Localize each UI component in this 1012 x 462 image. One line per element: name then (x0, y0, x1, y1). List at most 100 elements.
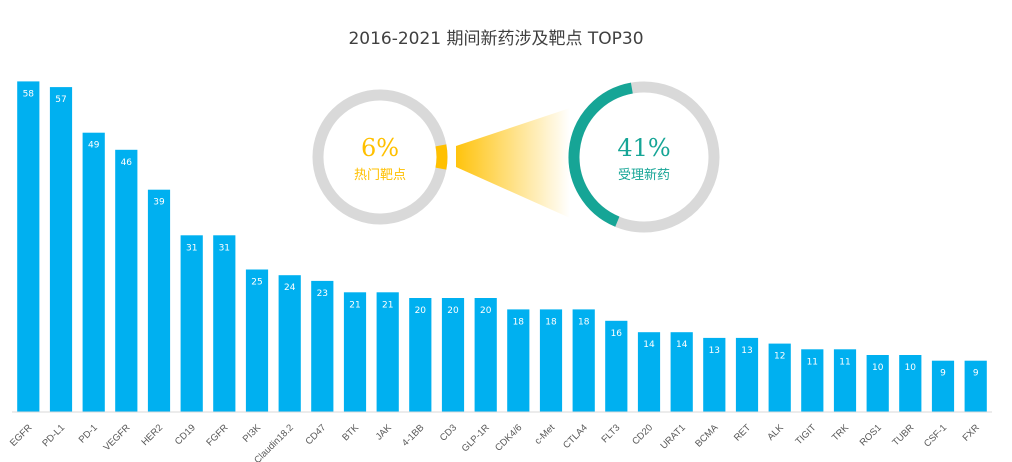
bar-value-label: 18 (513, 317, 525, 327)
bar-claudin18-2 (278, 275, 301, 412)
bar-value-label: 46 (121, 158, 133, 168)
bar-value-label: 58 (23, 89, 35, 99)
bar-value-label: 9 (973, 369, 979, 379)
x-tick-label: JAK (374, 422, 395, 443)
x-tick-label: EGFR (8, 422, 35, 449)
bar-value-label: 21 (349, 300, 360, 310)
bar-tubr (899, 355, 922, 412)
x-tick-label: GLP-1R (460, 422, 492, 454)
bar-vegfr (115, 149, 138, 413)
donut-accepted-drugs: 41% 受理新药 (568, 81, 720, 233)
x-tick-label: TIGIT (793, 422, 818, 447)
bar-btk (343, 292, 367, 412)
bar-value-label: 20 (415, 306, 427, 316)
bar-value-label: 14 (643, 340, 655, 350)
bar-value-label: 11 (807, 357, 818, 367)
x-tick-label: TRK (830, 422, 852, 444)
x-tick-label: CD47 (303, 422, 328, 447)
bar-value-label: 20 (447, 306, 459, 316)
x-tick-label: PD-L1 (40, 422, 67, 449)
bar-pd-1 (82, 132, 105, 412)
donut-accepted-drugs-value: 41% (617, 134, 670, 162)
x-tick-label: FXR (961, 422, 982, 443)
bar-cd20 (637, 332, 661, 412)
bar-c-met (539, 309, 563, 412)
donut-hot-targets-arc (435, 144, 448, 170)
bar-pi3k (245, 269, 269, 412)
bar-ctla4 (572, 309, 595, 412)
highlight-beam (456, 108, 570, 218)
bar-value-label: 11 (839, 357, 850, 367)
bar-bcma (703, 337, 726, 412)
x-tick-label: HER2 (139, 422, 165, 448)
donut-hot-targets-value: 6% (361, 134, 399, 162)
x-tick-label: VEGFR (101, 422, 132, 453)
bar-ret (735, 337, 759, 412)
bar-cd3 (441, 298, 465, 412)
x-tick-label: CSF-1 (922, 422, 949, 449)
bar-ros1 (866, 355, 889, 412)
x-tick-label: BTK (340, 422, 361, 443)
bar-value-label: 14 (676, 340, 688, 350)
bar-value-label: 31 (219, 243, 230, 253)
bar-flt3 (605, 320, 628, 412)
bar-value-label: 20 (480, 306, 492, 316)
bar-fxr (964, 360, 987, 412)
donut-hot-targets: 6% 热门靶点 (312, 89, 448, 225)
x-tick-label: ALK (765, 422, 786, 443)
donut-accepted-drugs-label: 受理新药 (618, 167, 670, 183)
x-tick-label: PI3K (241, 422, 264, 445)
bar-value-label: 23 (317, 289, 328, 299)
bar-cd19 (180, 235, 203, 412)
x-tick-label: RET (732, 422, 753, 443)
x-tick-label: TUBR (890, 422, 916, 448)
x-tick-label: CTLA4 (561, 422, 590, 451)
bar-value-label: 9 (940, 369, 946, 379)
bar-alk (768, 343, 791, 412)
x-tick-label: CD19 (173, 422, 198, 447)
bar-value-label: 12 (774, 352, 785, 362)
bar-value-label: 31 (186, 243, 197, 253)
ticks-layer: EGFR PD-L1 PD-1 VEGFR HER2 CD19 FGFR PI3KClaudi… (8, 422, 982, 462)
bar-trk (833, 349, 857, 412)
x-tick-label: PD-1 (77, 422, 100, 445)
x-tick-label: CDK4/6 (493, 422, 524, 453)
bar-glp-1r (474, 298, 497, 412)
donut-accepted-drugs-arc (568, 82, 633, 227)
bar-value-label: 57 (55, 95, 66, 105)
bar-value-label: 13 (741, 346, 752, 356)
chart-title: 2016-2021 期间新药涉及靶点 TOP30 (348, 29, 643, 49)
bar-value-label: 21 (382, 300, 393, 310)
bar-her2 (147, 189, 171, 412)
bars-layer: 58 57 49 46 39 31 31 25 24 23 21 21 20 20 20 18 18 18 16 14… (17, 81, 987, 413)
bar-value-label: 10 (905, 363, 917, 373)
bar-cd47 (311, 280, 334, 412)
x-tick-label: FLT3 (599, 422, 622, 445)
x-tick-label: BCMA (693, 422, 721, 450)
x-tick-label: FGFR (204, 422, 230, 448)
bar-value-label: 24 (284, 283, 296, 293)
bar-pd-l1 (49, 87, 73, 412)
donut-hot-targets-label: 热门靶点 (354, 168, 406, 183)
x-tick-label: ROS1 (858, 422, 884, 448)
bar-value-label: 18 (545, 317, 557, 327)
x-tick-label: 4-1BB (400, 422, 426, 448)
bar-jak (376, 292, 399, 412)
x-tick-label: c-Met (533, 422, 558, 447)
x-tick-label: URAT1 (659, 422, 688, 451)
bar-value-label: 16 (611, 329, 623, 339)
bar-value-label: 39 (153, 198, 165, 208)
x-tick-label: CD20 (630, 422, 655, 447)
bar-value-label: 13 (709, 346, 720, 356)
bar-value-label: 25 (251, 278, 262, 288)
bar-urat1 (670, 332, 693, 412)
bar-value-label: 10 (872, 363, 884, 373)
bar-tigit (801, 349, 824, 412)
bar-value-label: 49 (88, 141, 100, 151)
bar-egfr (17, 81, 40, 413)
bar-csf-1 (931, 360, 955, 412)
bar-cdk4-6 (507, 309, 530, 412)
x-tick-label: CD3 (438, 422, 459, 443)
